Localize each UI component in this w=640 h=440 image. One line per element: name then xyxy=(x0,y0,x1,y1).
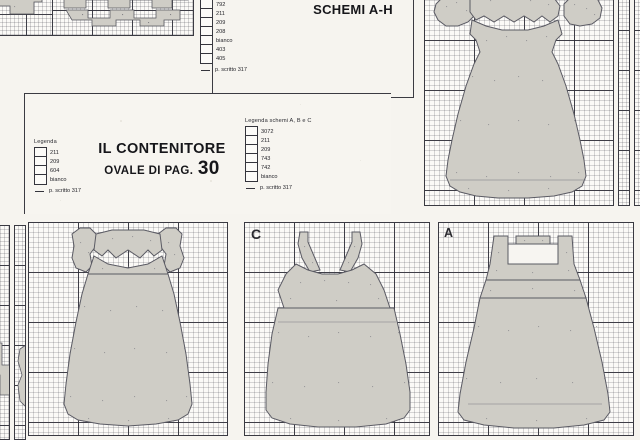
legend-contenitore: Legenda 211 209 604 bianco p. scritto 31… xyxy=(34,139,81,196)
legend-row: 208 xyxy=(201,27,225,36)
backstitch-line-icon xyxy=(246,187,255,189)
legend-row: 604 xyxy=(35,166,59,175)
legend-row: 3072 xyxy=(246,127,273,136)
legend-row: bianco xyxy=(246,172,277,181)
legend-label: 211 xyxy=(261,137,270,144)
legend-label: 743 xyxy=(261,155,271,162)
legend-backstitch-row: p. scritto 317 xyxy=(200,65,247,75)
paper-speck xyxy=(60,200,62,202)
chart-bottom-right xyxy=(438,222,634,436)
legend-contenitore-title: Legenda xyxy=(34,139,57,145)
legend-contenitore-swatches: 211 209 604 bianco xyxy=(34,147,66,185)
legend-label: 211 xyxy=(50,149,59,156)
legend-label: 403 xyxy=(216,46,226,53)
headline-line2-big: 30 xyxy=(197,158,220,180)
chart-left-strip-b xyxy=(14,225,26,440)
contenitore-headline: IL CONTENITORE OVALE DI PAG. 30 xyxy=(82,141,242,181)
chart-left-strip-a xyxy=(0,225,10,440)
contenitore-frame-box xyxy=(24,93,391,214)
legend-backstitch-row: p. scritto 317 xyxy=(34,186,81,196)
legend-swatch xyxy=(201,45,212,54)
legend-label: 405 xyxy=(216,55,226,62)
chart-bottom-middle: C xyxy=(244,222,430,436)
chart-bottom-left xyxy=(28,222,228,436)
legend-swatch xyxy=(246,136,257,145)
backstitch-line-icon xyxy=(201,69,210,71)
legend-label: 211 xyxy=(216,10,225,17)
headline-line2-small: OVALE DI PAG. xyxy=(104,165,194,178)
legend-swatch xyxy=(35,166,46,175)
legend-label: 3072 xyxy=(261,128,274,135)
legend-swatch xyxy=(201,9,212,18)
legend-row: 211 xyxy=(35,148,59,157)
legend-row: 209 xyxy=(35,157,59,166)
legend-swatch xyxy=(35,175,46,184)
chart-right-strip-a xyxy=(618,0,630,206)
chart-letter-a-text: A xyxy=(444,226,454,240)
legend-swatch xyxy=(201,54,212,63)
legend-label: 208 xyxy=(216,28,226,35)
legend-row: 211 xyxy=(201,9,225,18)
legend-swatch xyxy=(246,163,257,172)
legend-backstitch-label: p. scritto 317 xyxy=(49,188,82,194)
legend-row: 209 xyxy=(201,18,225,27)
legend-backstitch-label: p. scritto 317 xyxy=(215,67,248,73)
legend-abc: Legenda schemi A, B e C 3072 211 209 743… xyxy=(245,118,312,193)
legend-swatch xyxy=(201,36,212,45)
legend-row: 403 xyxy=(201,45,225,54)
legend-row: bianco xyxy=(35,175,66,184)
legend-top-swatches: 792 211 209 208 bianco 403 405 xyxy=(200,0,232,64)
legend-row: 211 xyxy=(246,136,270,145)
page-title-line1: DI PAG. 28 - 29. xyxy=(288,0,418,2)
chart-top-left-band-partial xyxy=(52,0,194,36)
legend-abc-title: Legenda schemi A, B e C xyxy=(245,118,312,124)
page-title: DI PAG. 28 - 29. SCHEMI A-H xyxy=(288,0,418,17)
legend-swatch xyxy=(246,172,257,181)
legend-abc-swatches: 3072 211 209 743 742 bianco xyxy=(245,126,277,182)
legend-swatch xyxy=(246,154,257,163)
legend-row: 792 xyxy=(201,0,225,9)
paper-speck xyxy=(210,180,212,182)
legend-label: bianco xyxy=(261,173,278,180)
legend-row: 742 xyxy=(246,163,270,172)
legend-swatch xyxy=(246,127,257,136)
paper-speck xyxy=(300,104,302,106)
legend-swatch xyxy=(35,148,46,157)
backstitch-line-icon xyxy=(35,190,44,192)
legend-label: 209 xyxy=(50,158,60,165)
paper-speck xyxy=(360,160,362,162)
chart-letter-c-text: C xyxy=(251,226,262,242)
chart-right-strip-b xyxy=(634,0,640,206)
legend-top: 792 211 209 208 bianco 403 405 p. scritt… xyxy=(200,0,247,75)
legend-swatch xyxy=(201,18,212,27)
paper-speck xyxy=(120,120,122,122)
page-title-line2: SCHEMI A-H xyxy=(313,2,393,17)
legend-row: 405 xyxy=(201,54,225,63)
legend-row: 209 xyxy=(246,145,270,154)
legend-row: 743 xyxy=(246,154,270,163)
headline-line1: IL CONTENITORE xyxy=(98,141,226,157)
legend-swatch xyxy=(246,145,257,154)
title-frame-box xyxy=(212,0,414,98)
legend-backstitch-row: p. scritto 317 xyxy=(245,183,312,193)
legend-label: 742 xyxy=(261,164,271,171)
legend-label: bianco xyxy=(50,176,67,183)
legend-label: bianco xyxy=(216,37,233,44)
legend-label: 209 xyxy=(216,19,226,26)
legend-backstitch-label: p. scritto 317 xyxy=(260,185,293,191)
legend-row: bianco xyxy=(201,36,232,45)
legend-label: 604 xyxy=(50,167,60,174)
legend-label: 209 xyxy=(261,146,271,153)
chart-top-right xyxy=(424,0,614,206)
legend-label: 792 xyxy=(216,1,226,8)
legend-swatch xyxy=(201,27,212,36)
legend-swatch xyxy=(35,157,46,166)
legend-swatch xyxy=(201,0,212,9)
